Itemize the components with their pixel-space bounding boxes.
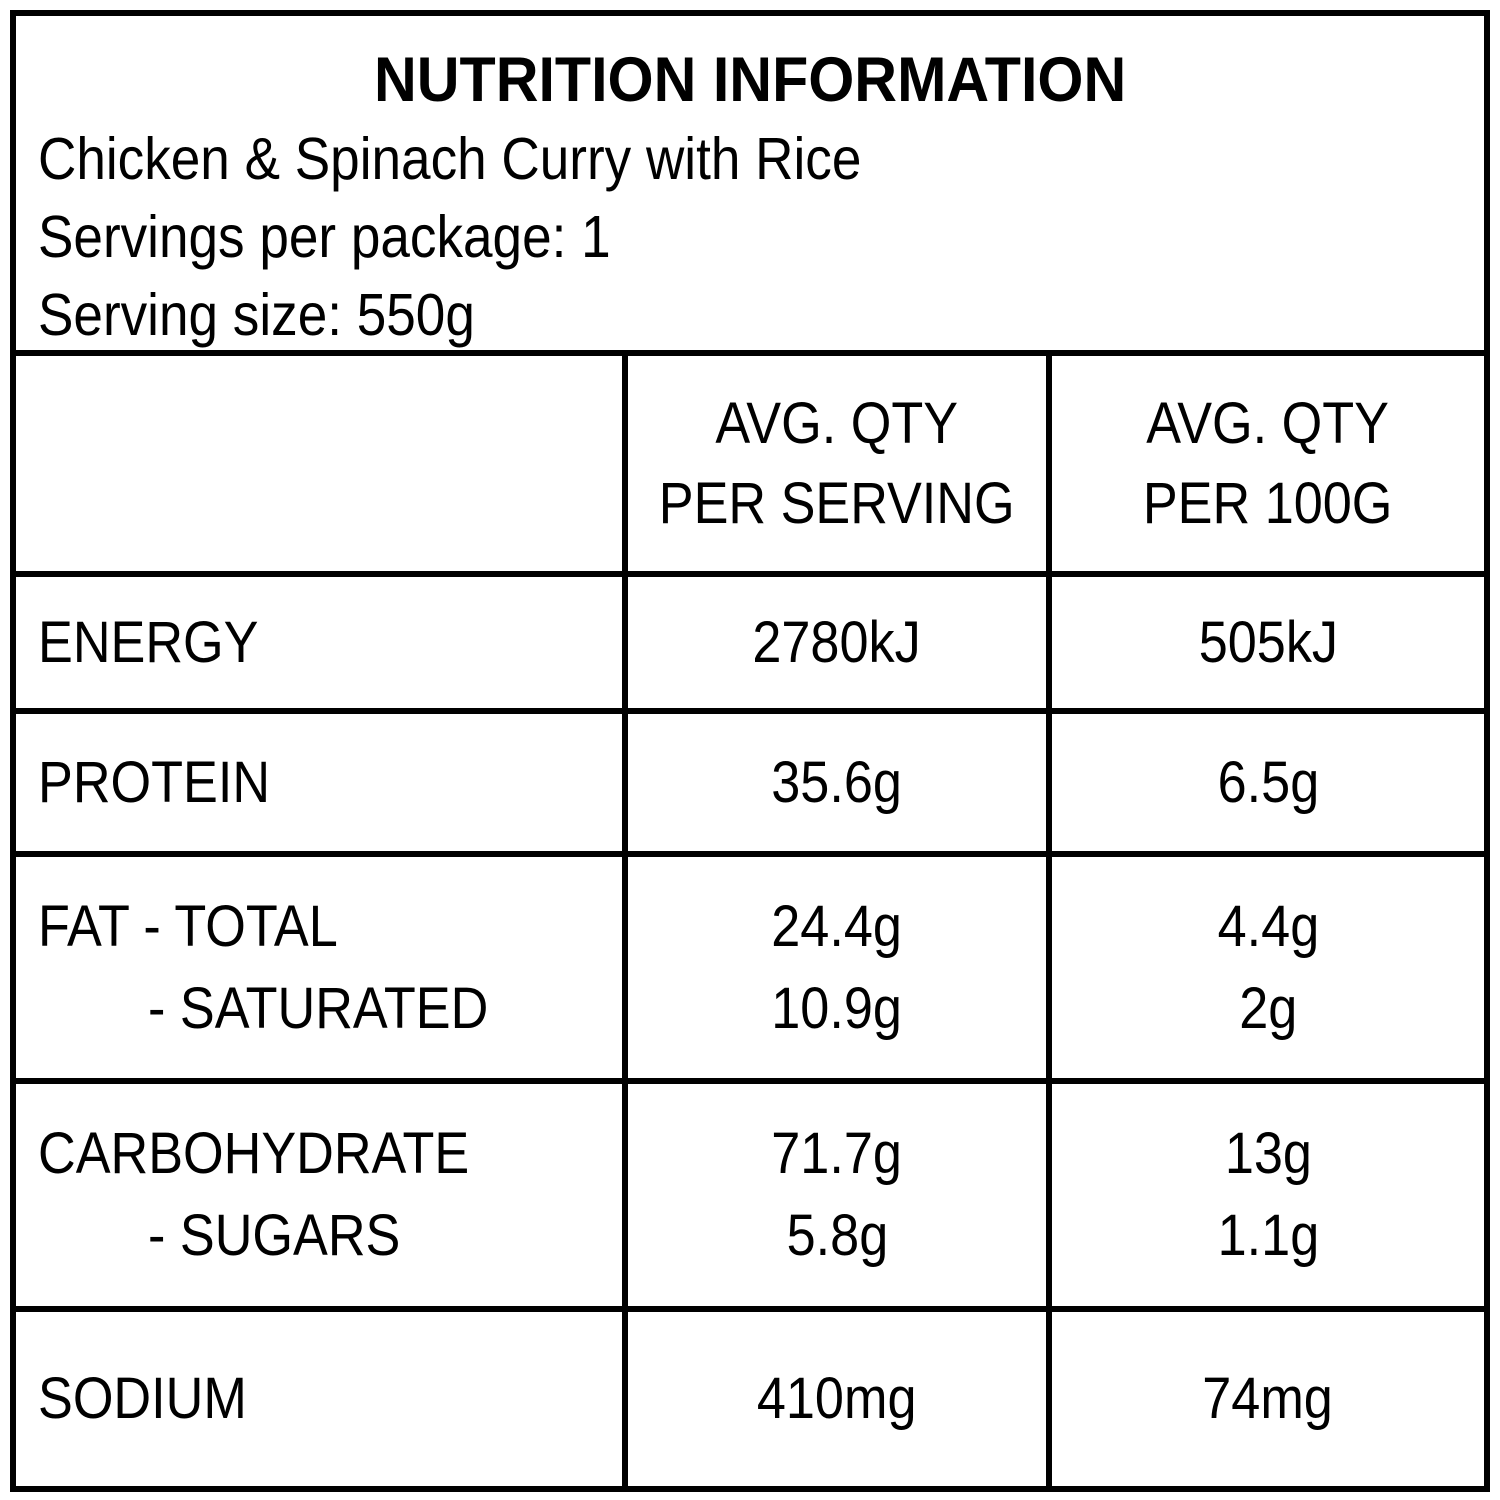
energy-per-100g: 505kJ: [1198, 609, 1338, 675]
fat-saturated-label: - SATURATED: [148, 975, 489, 1041]
carbohydrate-per-100g: 13g: [1224, 1121, 1312, 1186]
label-frame: NUTRITION INFORMATION Chicken & Spinach …: [10, 10, 1490, 1492]
label-header: NUTRITION INFORMATION Chicken & Spinach …: [16, 16, 1484, 350]
carbohydrate-per-serving-cell: 71.7g 5.8g: [628, 1084, 1046, 1306]
col-header-per-serving: AVG. QTY PER SERVING: [628, 356, 1046, 571]
sugars-label: - SUGARS: [148, 1203, 401, 1268]
carbohydrate-label: CARBOHYDRATE: [38, 1121, 470, 1186]
nutrition-table: AVG. QTY PER SERVING AVG. QTY PER 100G E…: [16, 350, 1484, 1486]
fat-saturated-per-100g: 2g: [1238, 975, 1298, 1041]
fat-total-per-100g: 4.4g: [1217, 893, 1319, 959]
sodium-per-serving: 410mg: [757, 1366, 917, 1431]
servings-per-package: Servings per package: 1: [38, 204, 611, 270]
sugars-per-serving: 5.8g: [786, 1203, 888, 1268]
corner-cell-empty: [16, 356, 622, 571]
protein-per-100g-cell: 6.5g: [1052, 714, 1484, 851]
sodium-per-100g: 74mg: [1202, 1366, 1334, 1431]
fat-total-label: FAT - TOTAL: [38, 893, 338, 959]
protein-per-100g: 6.5g: [1217, 749, 1319, 815]
page-title: NUTRITION INFORMATION: [38, 44, 1462, 116]
page-title-text: NUTRITION INFORMATION: [373, 45, 1127, 115]
product-name: Chicken & Spinach Curry with Rice: [38, 126, 862, 192]
sodium-label-cell: SODIUM: [16, 1312, 622, 1486]
protein-label-cell: PROTEIN: [16, 714, 622, 851]
energy-per-100g-cell: 505kJ: [1052, 577, 1484, 708]
energy-label: ENERGY: [38, 609, 259, 675]
carbohydrate-label-cell: CARBOHYDRATE - SUGARS: [16, 1084, 622, 1306]
carbohydrate-per-100g-cell: 13g 1.1g: [1052, 1084, 1484, 1306]
sodium-per-serving-cell: 410mg: [628, 1312, 1046, 1486]
protein-per-serving: 35.6g: [771, 749, 903, 815]
energy-per-serving-cell: 2780kJ: [628, 577, 1046, 708]
fat-per-100g-cell: 4.4g 2g: [1052, 857, 1484, 1078]
sugars-per-100g: 1.1g: [1217, 1203, 1319, 1268]
serving-size: Serving size: 550g: [38, 282, 475, 348]
energy-per-serving: 2780kJ: [752, 609, 922, 675]
carbohydrate-per-serving: 71.7g: [771, 1121, 903, 1186]
sodium-per-100g-cell: 74mg: [1052, 1312, 1484, 1486]
fat-label-cell: FAT - TOTAL - SATURATED: [16, 857, 622, 1078]
fat-per-serving-cell: 24.4g 10.9g: [628, 857, 1046, 1078]
col-header-per-100g: AVG. QTY PER 100G: [1052, 356, 1484, 571]
sodium-label: SODIUM: [38, 1366, 247, 1431]
fat-saturated-per-serving: 10.9g: [771, 975, 903, 1041]
energy-label-cell: ENERGY: [16, 577, 622, 708]
fat-total-per-serving: 24.4g: [771, 893, 903, 959]
protein-label: PROTEIN: [38, 749, 271, 815]
protein-per-serving-cell: 35.6g: [628, 714, 1046, 851]
